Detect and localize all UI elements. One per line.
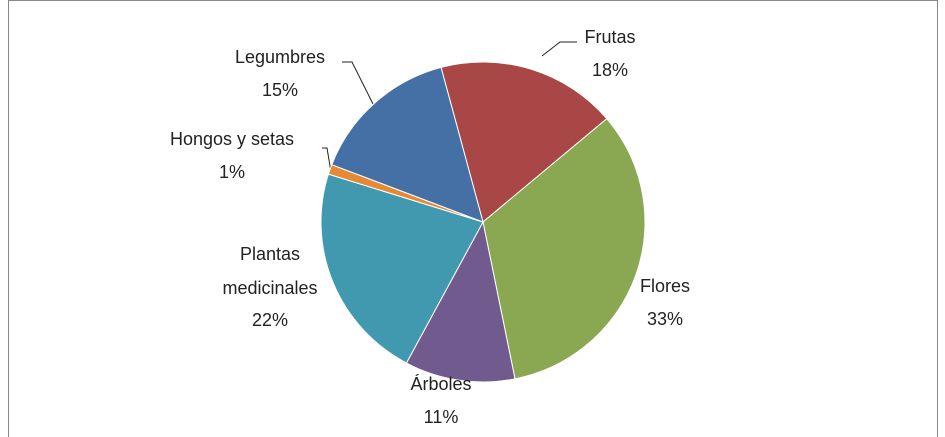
value-label: 1%: [219, 162, 245, 182]
value-label: 15%: [262, 80, 298, 100]
pie-slice: [320, 173, 484, 364]
slice-label: Legumbres: [235, 47, 325, 67]
slice-label: Plantas medicinales: [222, 244, 317, 298]
pie-slice: [331, 66, 484, 223]
slice-label: Árboles: [410, 374, 471, 394]
value-label: 22%: [252, 310, 288, 330]
pie-slice: [482, 118, 646, 380]
pie-slice: [440, 61, 608, 223]
slice-label: Hongos y setas: [170, 129, 294, 149]
leader-line: [342, 61, 375, 107]
leader-line: [322, 147, 332, 173]
value-label: 11%: [424, 407, 459, 427]
value-label: 18%: [592, 60, 628, 80]
value-label: 33%: [647, 309, 683, 329]
pie-slice: [405, 220, 516, 383]
slice-label: Frutas: [584, 27, 635, 47]
slice-label: Flores: [640, 276, 690, 296]
leader-line: [541, 41, 577, 57]
